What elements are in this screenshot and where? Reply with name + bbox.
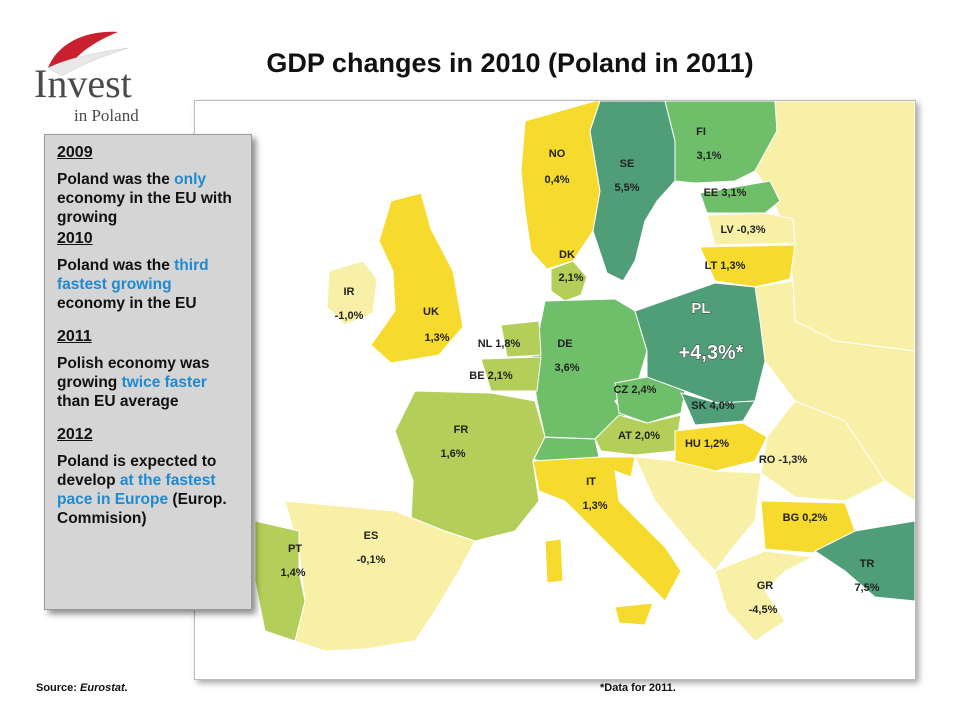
country-cz[interactable] xyxy=(614,376,686,424)
fact-2012: Poland is expected to develop at the fas… xyxy=(57,453,227,527)
label-dk-code: DK xyxy=(559,249,575,261)
europe-gdp-map: NO 0,4% SE 5,5% FI 3,1% EE 3,1% LV -0,3%… xyxy=(194,100,916,680)
label-fr-value: 1,6% xyxy=(440,448,465,460)
country-dk[interactable] xyxy=(550,260,588,302)
label-se-code: SE xyxy=(620,158,635,170)
label-nl: NL 1,8% xyxy=(478,338,521,350)
year-2012: 2012 xyxy=(57,426,93,443)
label-fi-code: FI xyxy=(696,126,706,138)
fact-2011: Polish economy was growing twice faster … xyxy=(57,355,210,410)
label-lv: LV -0,3% xyxy=(720,224,765,236)
label-ir-code: IR xyxy=(344,286,355,298)
label-de-value: 3,6% xyxy=(554,362,579,374)
country-fr[interactable] xyxy=(394,390,546,542)
fact-2010: Poland was the third fastest growing eco… xyxy=(57,257,209,312)
label-fr-code: FR xyxy=(454,424,469,436)
fact-2009: Poland was the only economy in the EU wi… xyxy=(57,171,232,226)
country-nl[interactable] xyxy=(500,320,542,358)
label-bg: BG 0,2% xyxy=(783,512,828,524)
source-note: Source: Eurostat. xyxy=(36,682,128,694)
label-tr-code: TR xyxy=(860,558,875,570)
label-it-code: IT xyxy=(586,476,596,488)
label-no-code: NO xyxy=(549,148,566,160)
label-pt-code: PT xyxy=(288,543,302,555)
label-se-value: 5,5% xyxy=(614,182,639,194)
country-lt[interactable] xyxy=(699,244,796,288)
country-balkans xyxy=(634,456,762,572)
country-it-sicily xyxy=(614,602,654,626)
label-pl-value: +4,3%* xyxy=(678,342,743,364)
label-no-value: 0,4% xyxy=(544,174,569,186)
logo-word: Invest xyxy=(34,61,132,106)
footnote: *Data for 2011. xyxy=(600,682,676,694)
logo-flag-icon xyxy=(47,31,129,77)
label-it-value: 1,3% xyxy=(582,500,607,512)
country-ro[interactable] xyxy=(760,400,886,502)
map-svg: NO 0,4% SE 5,5% FI 3,1% EE 3,1% LV -0,3%… xyxy=(195,101,915,679)
country-it[interactable] xyxy=(532,456,682,602)
label-ro: RO -1,3% xyxy=(759,454,808,466)
label-tr-value: 7,5% xyxy=(854,582,879,594)
label-sk: SK 4,0% xyxy=(691,400,735,412)
country-sk[interactable] xyxy=(680,392,756,426)
label-es-value: -0,1% xyxy=(357,554,386,566)
label-be: BE 2,1% xyxy=(469,370,513,382)
label-de-code: DE xyxy=(557,338,572,350)
country-gr[interactable] xyxy=(714,550,815,642)
year-2010: 2010 xyxy=(57,230,93,247)
country-no[interactable] xyxy=(520,101,601,270)
label-at: AT 2,0% xyxy=(618,430,660,442)
page-title: GDP changes in 2010 (Poland in 2011) xyxy=(266,48,754,78)
country-tr[interactable] xyxy=(814,520,915,602)
label-uk-code: UK xyxy=(423,306,439,318)
country-pt[interactable] xyxy=(254,520,306,642)
label-uk-value: 1,3% xyxy=(424,332,449,344)
country-be[interactable] xyxy=(480,356,542,392)
label-ee: EE 3,1% xyxy=(704,187,747,199)
label-gr-value: -4,5% xyxy=(749,604,778,616)
country-uk[interactable] xyxy=(370,192,464,364)
invest-in-poland-logo: Invest in Poland xyxy=(18,22,178,125)
label-ir-value: -1,0% xyxy=(335,310,364,322)
poland-facts-box: 2009 Poland was the only economy in the … xyxy=(44,134,252,610)
logo-subtitle: in Poland xyxy=(74,106,139,125)
country-ir[interactable] xyxy=(326,260,378,326)
year-2009: 2009 xyxy=(57,144,93,161)
year-2011: 2011 xyxy=(57,328,92,345)
label-fi-value: 3,1% xyxy=(696,150,721,162)
label-hu: HU 1,2% xyxy=(685,438,729,450)
country-it-sardinia xyxy=(544,538,564,584)
label-lt: LT 1,3% xyxy=(705,260,746,272)
label-pl-code: PL xyxy=(691,300,710,317)
country-ee[interactable] xyxy=(699,180,781,214)
label-pt-value: 1,4% xyxy=(280,567,305,579)
country-lv[interactable] xyxy=(706,212,796,246)
label-cz: CZ 2,4% xyxy=(614,384,657,396)
label-gr-code: GR xyxy=(757,580,774,592)
label-es-code: ES xyxy=(364,530,379,542)
label-dk-value: 2,1% xyxy=(558,272,583,284)
